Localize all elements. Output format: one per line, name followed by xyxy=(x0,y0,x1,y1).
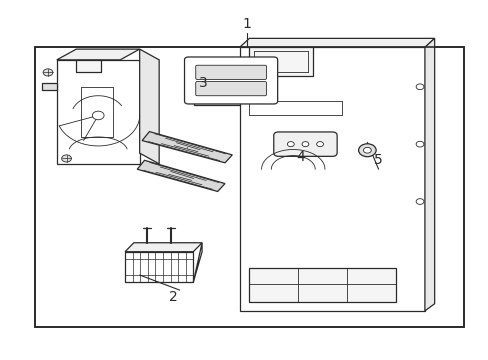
Circle shape xyxy=(415,141,423,147)
FancyBboxPatch shape xyxy=(273,132,336,156)
FancyBboxPatch shape xyxy=(195,65,266,80)
Polygon shape xyxy=(239,39,434,47)
Circle shape xyxy=(358,144,375,157)
Text: 2: 2 xyxy=(169,289,178,303)
Bar xyxy=(249,47,312,76)
Polygon shape xyxy=(140,49,159,164)
Circle shape xyxy=(415,199,423,204)
Polygon shape xyxy=(76,60,101,72)
Circle shape xyxy=(415,84,423,90)
Polygon shape xyxy=(125,243,202,252)
Bar xyxy=(239,47,424,311)
Circle shape xyxy=(61,155,71,162)
Circle shape xyxy=(316,141,323,147)
Text: 5: 5 xyxy=(373,153,382,167)
Polygon shape xyxy=(424,39,434,311)
FancyBboxPatch shape xyxy=(195,82,266,96)
Circle shape xyxy=(92,111,104,120)
Polygon shape xyxy=(57,49,140,60)
Text: 3: 3 xyxy=(198,76,207,90)
Polygon shape xyxy=(194,64,279,105)
Circle shape xyxy=(302,141,308,147)
Polygon shape xyxy=(42,83,57,90)
Polygon shape xyxy=(57,60,140,164)
Circle shape xyxy=(43,69,53,76)
Polygon shape xyxy=(137,160,224,192)
Bar xyxy=(35,47,463,327)
Bar xyxy=(35,47,463,327)
Polygon shape xyxy=(193,243,202,282)
Circle shape xyxy=(363,147,370,153)
Polygon shape xyxy=(142,132,232,163)
Text: 4: 4 xyxy=(296,150,305,164)
Circle shape xyxy=(287,141,294,147)
Text: 1: 1 xyxy=(242,17,251,31)
FancyBboxPatch shape xyxy=(184,57,277,104)
Bar xyxy=(249,268,395,302)
Bar xyxy=(125,252,193,282)
